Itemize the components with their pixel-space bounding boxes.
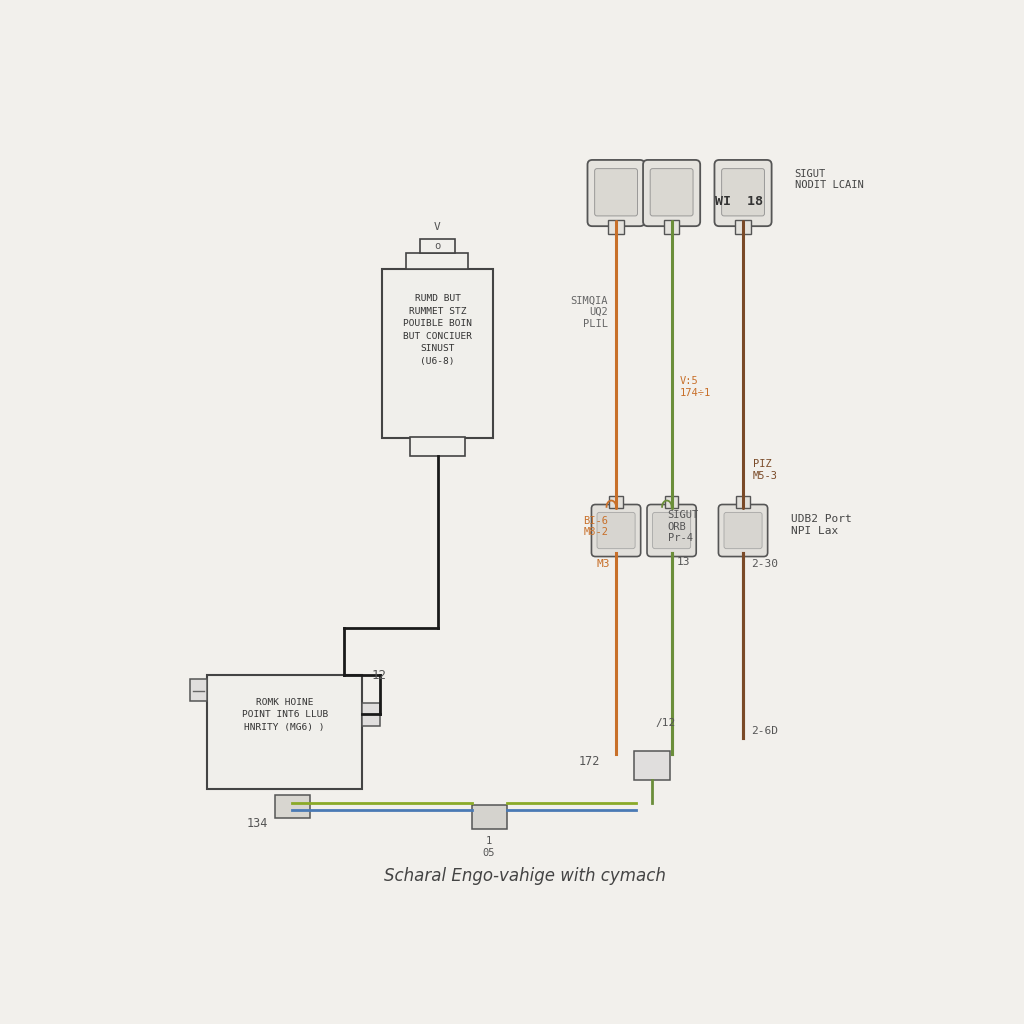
FancyBboxPatch shape bbox=[647, 505, 696, 557]
Bar bbox=[735, 220, 751, 234]
Text: 134: 134 bbox=[246, 817, 267, 829]
Bar bbox=[736, 496, 750, 509]
Text: SIMQIA
UQ2
PLIL: SIMQIA UQ2 PLIL bbox=[570, 296, 608, 329]
Text: PIZ
M5-3: PIZ M5-3 bbox=[753, 459, 777, 480]
Bar bbox=[472, 805, 507, 828]
Bar bbox=[207, 675, 362, 790]
Text: M3: M3 bbox=[596, 559, 609, 569]
FancyBboxPatch shape bbox=[652, 512, 690, 549]
FancyBboxPatch shape bbox=[643, 160, 700, 226]
Text: o: o bbox=[434, 242, 440, 252]
Bar bbox=[275, 796, 310, 817]
Text: Scharal Engo-vahige with cymach: Scharal Engo-vahige with cymach bbox=[384, 867, 666, 885]
Bar bbox=[407, 253, 468, 268]
FancyBboxPatch shape bbox=[722, 169, 765, 216]
Bar bbox=[362, 702, 380, 726]
Bar bbox=[189, 679, 207, 700]
Text: 13: 13 bbox=[677, 557, 690, 567]
Bar bbox=[608, 220, 624, 234]
Bar bbox=[420, 239, 456, 253]
Text: BI-6
M8-2: BI-6 M8-2 bbox=[583, 516, 608, 538]
FancyBboxPatch shape bbox=[724, 512, 762, 549]
Text: /12: /12 bbox=[655, 718, 676, 728]
FancyBboxPatch shape bbox=[650, 169, 693, 216]
Text: SIGUT
ORB
Pr-4: SIGUT ORB Pr-4 bbox=[668, 510, 699, 543]
Text: UDB2 Port
NPI Lax: UDB2 Port NPI Lax bbox=[791, 514, 851, 536]
Text: SIGUT
NODIT LCAIN: SIGUT NODIT LCAIN bbox=[795, 169, 863, 190]
Bar bbox=[609, 496, 623, 509]
FancyBboxPatch shape bbox=[715, 160, 772, 226]
Bar bbox=[382, 268, 494, 438]
Text: WI  18: WI 18 bbox=[715, 196, 763, 208]
Text: 2-30: 2-30 bbox=[751, 559, 778, 569]
Text: 1
05: 1 05 bbox=[483, 837, 496, 858]
Text: 12: 12 bbox=[372, 669, 387, 682]
Text: 2-6D: 2-6D bbox=[751, 726, 778, 736]
Bar bbox=[664, 220, 679, 234]
Text: ROMK HOINE
POINT INT6 LLUB
HNRITY (MG6) ): ROMK HOINE POINT INT6 LLUB HNRITY (MG6) … bbox=[242, 697, 328, 732]
Text: V: V bbox=[434, 222, 441, 232]
FancyBboxPatch shape bbox=[588, 160, 645, 226]
Text: RUMD BUT
RUMMET STZ
POUIBLE BOIN
BUT CONCIUER
SINUST
(U6-8): RUMD BUT RUMMET STZ POUIBLE BOIN BUT CON… bbox=[403, 294, 472, 366]
Text: 172: 172 bbox=[579, 755, 600, 768]
FancyBboxPatch shape bbox=[597, 512, 635, 549]
FancyBboxPatch shape bbox=[719, 505, 768, 557]
Bar bbox=[665, 496, 678, 509]
Text: V:5
174÷1: V:5 174÷1 bbox=[680, 376, 711, 397]
FancyBboxPatch shape bbox=[595, 169, 638, 216]
Bar bbox=[634, 751, 670, 780]
Bar bbox=[410, 436, 465, 456]
FancyBboxPatch shape bbox=[592, 505, 641, 557]
